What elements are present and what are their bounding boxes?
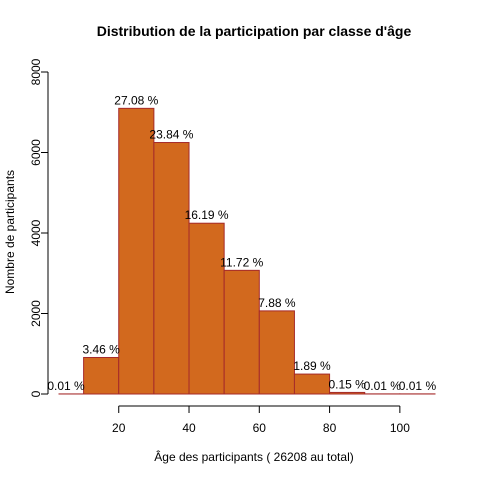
y-tick-label: 6000 bbox=[29, 139, 43, 166]
y-axis-ticks: 0 2000 4000 6000 8000 bbox=[29, 58, 48, 397]
bar-percentage-label: 7.88 % bbox=[258, 296, 296, 310]
bar-percentage-label: 27.08 % bbox=[114, 93, 158, 107]
bar-percentage-label: 16.19 % bbox=[185, 208, 229, 222]
histogram-bar bbox=[118, 107, 155, 395]
histogram-bar bbox=[258, 310, 295, 395]
bar-percentage-label: 0.01 % bbox=[47, 379, 85, 393]
x-tick-label: 60 bbox=[253, 421, 267, 435]
histogram-bar bbox=[153, 142, 190, 395]
bars-group bbox=[58, 107, 436, 395]
x-axis-ticks: 20 40 60 80 100 bbox=[112, 406, 410, 435]
bar-percentage-label: 23.84 % bbox=[149, 128, 193, 142]
y-tick-label: 4000 bbox=[29, 219, 43, 246]
y-tick-label: 0 bbox=[29, 390, 43, 397]
x-axis-label: Âge des participants ( 26208 au total) bbox=[154, 449, 353, 464]
bar-percentage-label: 11.72 % bbox=[220, 255, 263, 269]
bar-percentage-label: 0.01 % bbox=[399, 379, 437, 393]
y-axis-label: Nombre de participants bbox=[3, 170, 17, 294]
histogram-bar bbox=[188, 222, 225, 395]
bar-percentage-label: 0.15 % bbox=[328, 377, 366, 391]
x-tick-label: 40 bbox=[182, 421, 196, 435]
histogram-bar bbox=[223, 269, 260, 395]
histogram-bar bbox=[329, 391, 366, 395]
bar-labels-group: 0.01 % 3.46 % 27.08 % 23.84 % 16.19 % 11.72 %… bbox=[47, 93, 436, 393]
histogram-bar bbox=[83, 356, 120, 395]
x-tick-label: 100 bbox=[390, 421, 410, 435]
y-tick-label: 2000 bbox=[29, 300, 43, 327]
bar-percentage-label: 0.01 % bbox=[364, 379, 402, 393]
bar-percentage-label: 1.89 % bbox=[293, 359, 331, 373]
histogram-bar bbox=[293, 373, 331, 395]
bar-percentage-label: 3.46 % bbox=[82, 342, 120, 356]
chart-title: Distribution de la participation par cla… bbox=[97, 23, 412, 39]
x-tick-label: 20 bbox=[112, 421, 126, 435]
x-tick-label: 80 bbox=[323, 421, 337, 435]
y-tick-label: 8000 bbox=[29, 58, 43, 85]
